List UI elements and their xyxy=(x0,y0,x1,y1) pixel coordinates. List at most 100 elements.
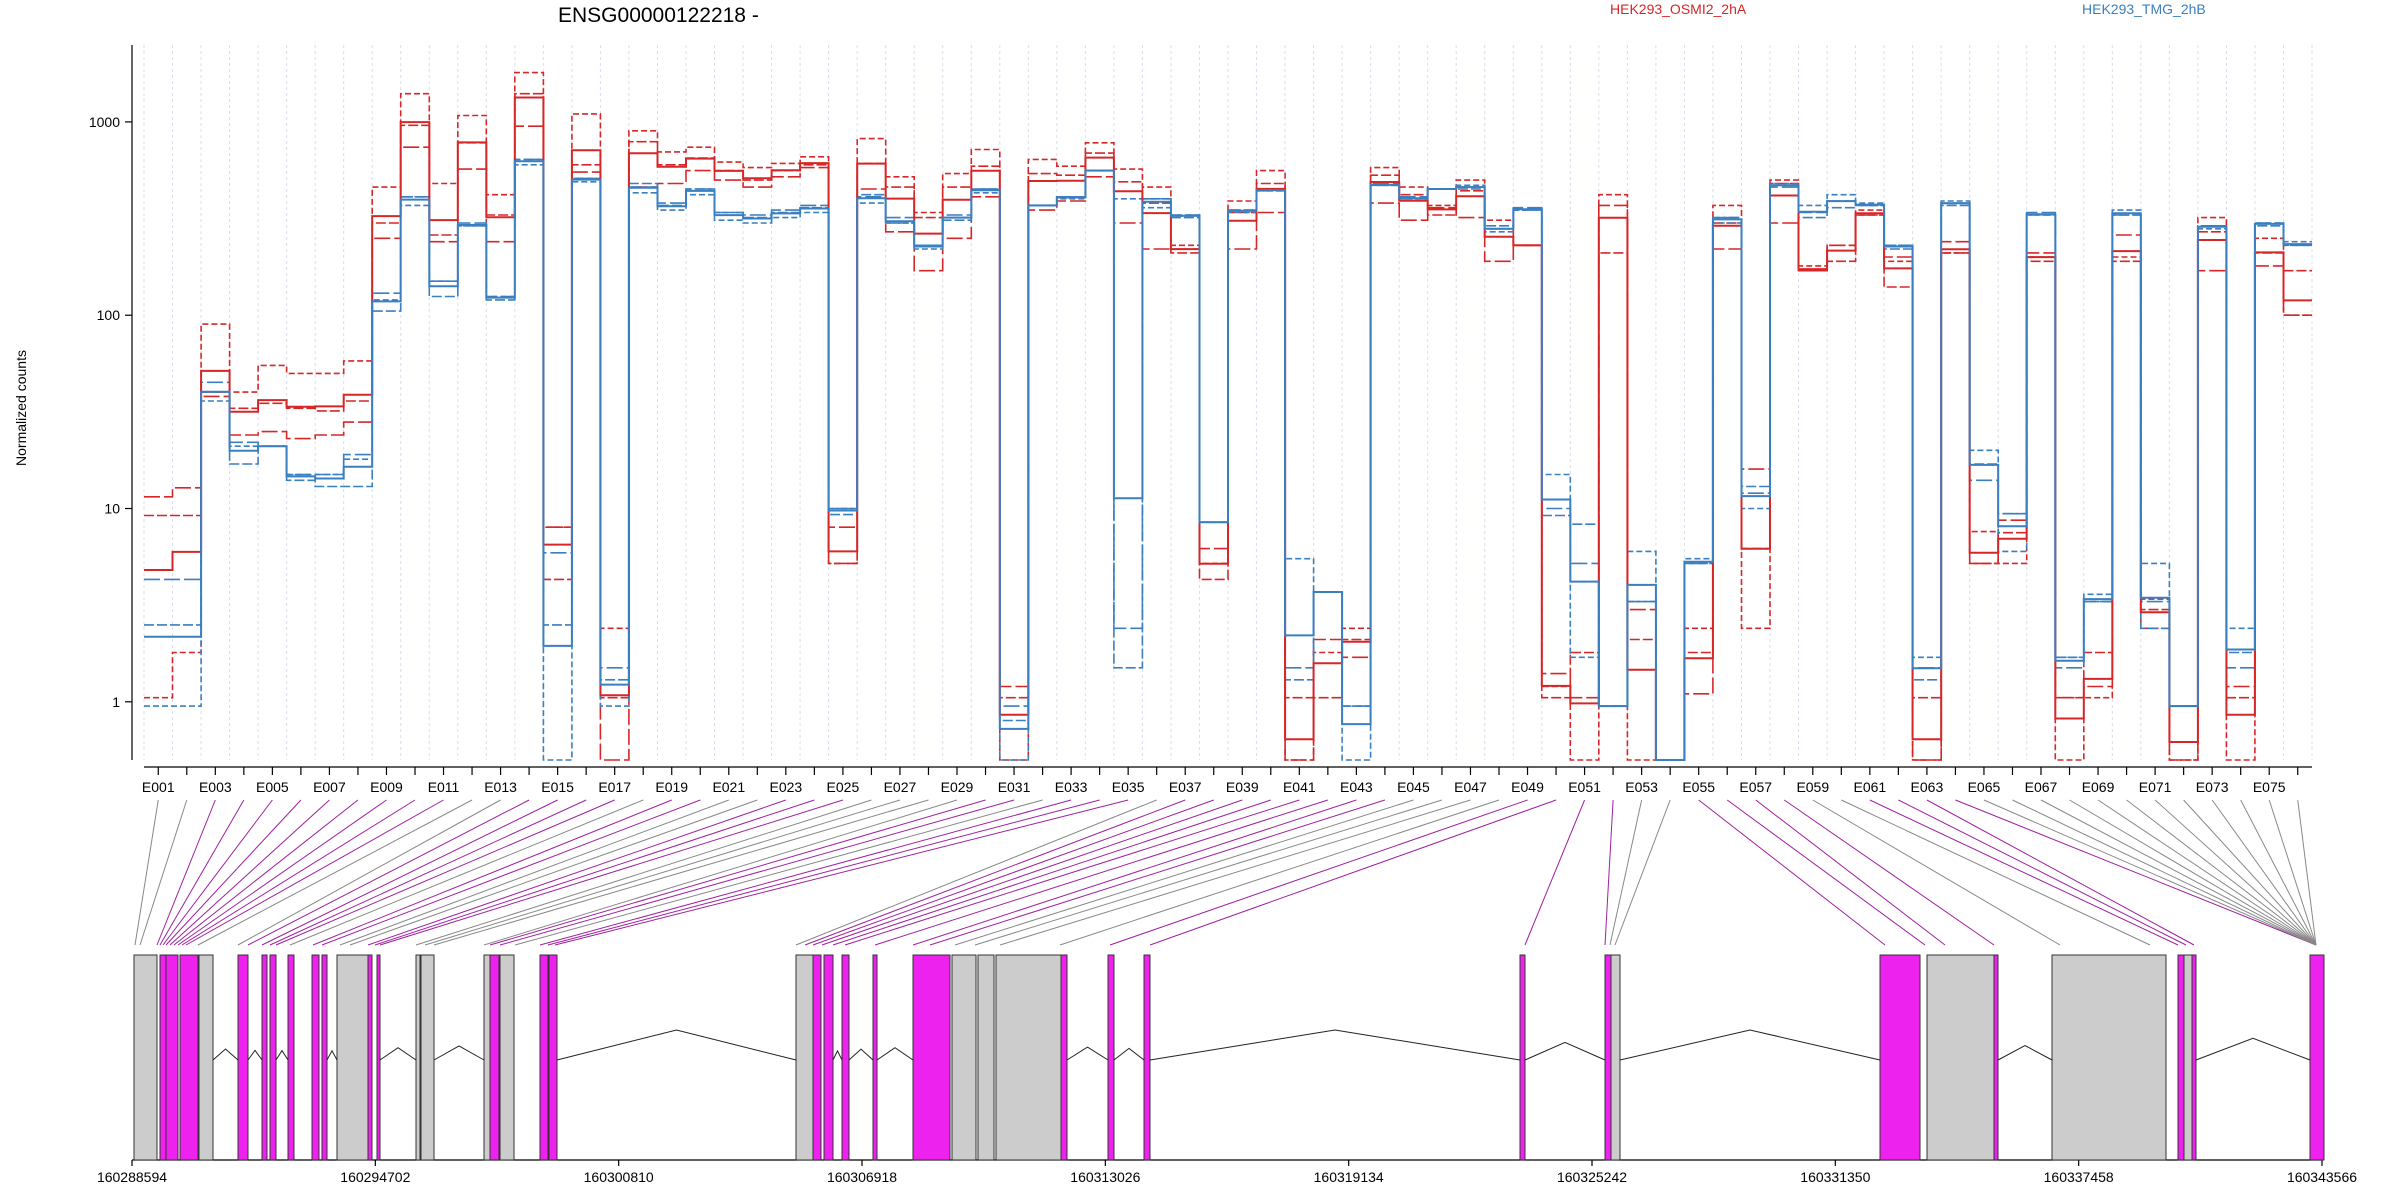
exon-connector xyxy=(539,799,1072,946)
exon-connector xyxy=(795,799,1157,946)
exon-connector xyxy=(269,799,587,946)
exon-connector xyxy=(1109,799,1528,946)
exon-connector xyxy=(185,799,444,946)
exon-block xyxy=(336,954,369,1161)
exon-block-significant xyxy=(261,954,268,1161)
exon-connector xyxy=(177,799,387,946)
exon-block-significant xyxy=(269,954,277,1161)
exon-block-significant xyxy=(2177,954,2185,1161)
exon-connector xyxy=(156,799,216,946)
legend-label-osmi2: HEK293_OSMI2_2hA xyxy=(1610,1,1747,17)
exon-connector xyxy=(247,799,530,946)
x-tick-label: E069 xyxy=(2082,779,2115,795)
exon-connector xyxy=(2069,799,2317,946)
exon-connector-lines xyxy=(134,799,2317,946)
intron-line xyxy=(275,1049,289,1061)
exon-block xyxy=(499,954,515,1161)
exon-connector xyxy=(999,799,1471,946)
exon-block-significant xyxy=(1519,954,1526,1161)
exon-connector xyxy=(844,799,1300,946)
exon-connector xyxy=(2268,799,2317,946)
exon-connector xyxy=(2040,799,2317,946)
x-tick-label: E071 xyxy=(2139,779,2172,795)
y-tick-label: 1000 xyxy=(89,114,120,130)
exon-connector xyxy=(2183,799,2317,946)
exon-connector xyxy=(1524,799,1586,946)
exon-connector xyxy=(1783,799,1995,946)
exon-block-significant xyxy=(823,954,834,1161)
genomic-tick-label: 160313026 xyxy=(1070,1169,1140,1185)
exon-connector xyxy=(1698,799,1886,946)
x-tick-label: E043 xyxy=(1340,779,1373,795)
exon-connector xyxy=(2097,799,2317,946)
genomic-tick-label: 160294702 xyxy=(340,1169,410,1185)
x-tick-label: E015 xyxy=(541,779,574,795)
x-tick-label: E019 xyxy=(655,779,688,795)
exon-connector xyxy=(169,799,330,946)
genomic-tick-label: 160288594 xyxy=(97,1169,167,1185)
gene-model-track: 160288594 160294702 160300810 160306918 1603… xyxy=(97,954,2357,1185)
exon-connector xyxy=(139,799,188,946)
exon-block-significant xyxy=(1604,954,1612,1161)
exon-connector xyxy=(1869,799,2179,946)
exon-connector xyxy=(929,799,1386,946)
exon-connector xyxy=(321,799,701,946)
exon-connector xyxy=(197,799,473,946)
x-tick-label: E057 xyxy=(1739,779,1772,795)
intron-line xyxy=(832,1049,843,1061)
exon-connector xyxy=(954,799,1414,946)
exon-connector xyxy=(1149,799,1557,946)
x-tick-label: E035 xyxy=(1112,779,1145,795)
x-tick-label: E037 xyxy=(1169,779,1202,795)
x-tick-label: E055 xyxy=(1682,779,1715,795)
exon-connector xyxy=(821,799,1243,946)
intron-line xyxy=(1113,1047,1145,1061)
exon-connector xyxy=(974,799,1443,946)
exon-block-significant xyxy=(548,954,558,1161)
exon-connector xyxy=(275,799,615,946)
exon-connector xyxy=(181,799,416,946)
x-tick-label: E033 xyxy=(1055,779,1088,795)
exon-connector xyxy=(1604,799,1614,946)
exon-block xyxy=(415,954,421,1161)
intron-line xyxy=(1524,1041,1606,1061)
exon-block-significant xyxy=(179,954,199,1161)
exon-block-significant xyxy=(2309,954,2325,1161)
exon-connector xyxy=(2211,799,2317,946)
y-tick-label: 10 xyxy=(104,501,120,517)
intron-line xyxy=(876,1047,914,1061)
exon-connector xyxy=(1755,799,1946,946)
x-tick-label: E041 xyxy=(1283,779,1316,795)
exon-block xyxy=(420,954,435,1161)
exon-connector xyxy=(2126,799,2317,946)
exon-block xyxy=(795,954,814,1161)
exon-connector xyxy=(237,799,501,946)
exon-block-significant xyxy=(237,954,249,1161)
exon-connector xyxy=(289,799,644,946)
exon-connector xyxy=(1812,799,2061,946)
exon-connector xyxy=(349,799,758,946)
genomic-tick-label: 160325242 xyxy=(1557,1169,1627,1185)
genomic-tick-label: 160300810 xyxy=(584,1169,654,1185)
exon-connector xyxy=(2012,799,2317,946)
x-tick-label: E017 xyxy=(598,779,631,795)
x-tick-label: E011 xyxy=(428,779,460,795)
exon-connector xyxy=(1898,799,2187,946)
exon-block-significant xyxy=(1060,954,1068,1161)
exon-block-significant xyxy=(2191,954,2197,1161)
exon-connector xyxy=(1726,799,1926,946)
exon-block-significant xyxy=(311,954,320,1161)
x-tick-label: E005 xyxy=(256,779,289,795)
y-tick-label: 1 xyxy=(112,694,120,710)
exon-connector xyxy=(379,799,844,946)
exon-connector xyxy=(134,799,159,946)
exon-connector xyxy=(1841,799,2151,946)
exon-block-significant xyxy=(376,954,381,1161)
x-tick-label: E053 xyxy=(1625,779,1658,795)
exon-connector xyxy=(2297,799,2317,946)
exon-block-significant xyxy=(321,954,328,1161)
x-tick-label: E003 xyxy=(199,779,232,795)
exon-connector xyxy=(554,799,1129,946)
intron-line xyxy=(433,1045,485,1061)
exon-block xyxy=(995,954,1062,1161)
